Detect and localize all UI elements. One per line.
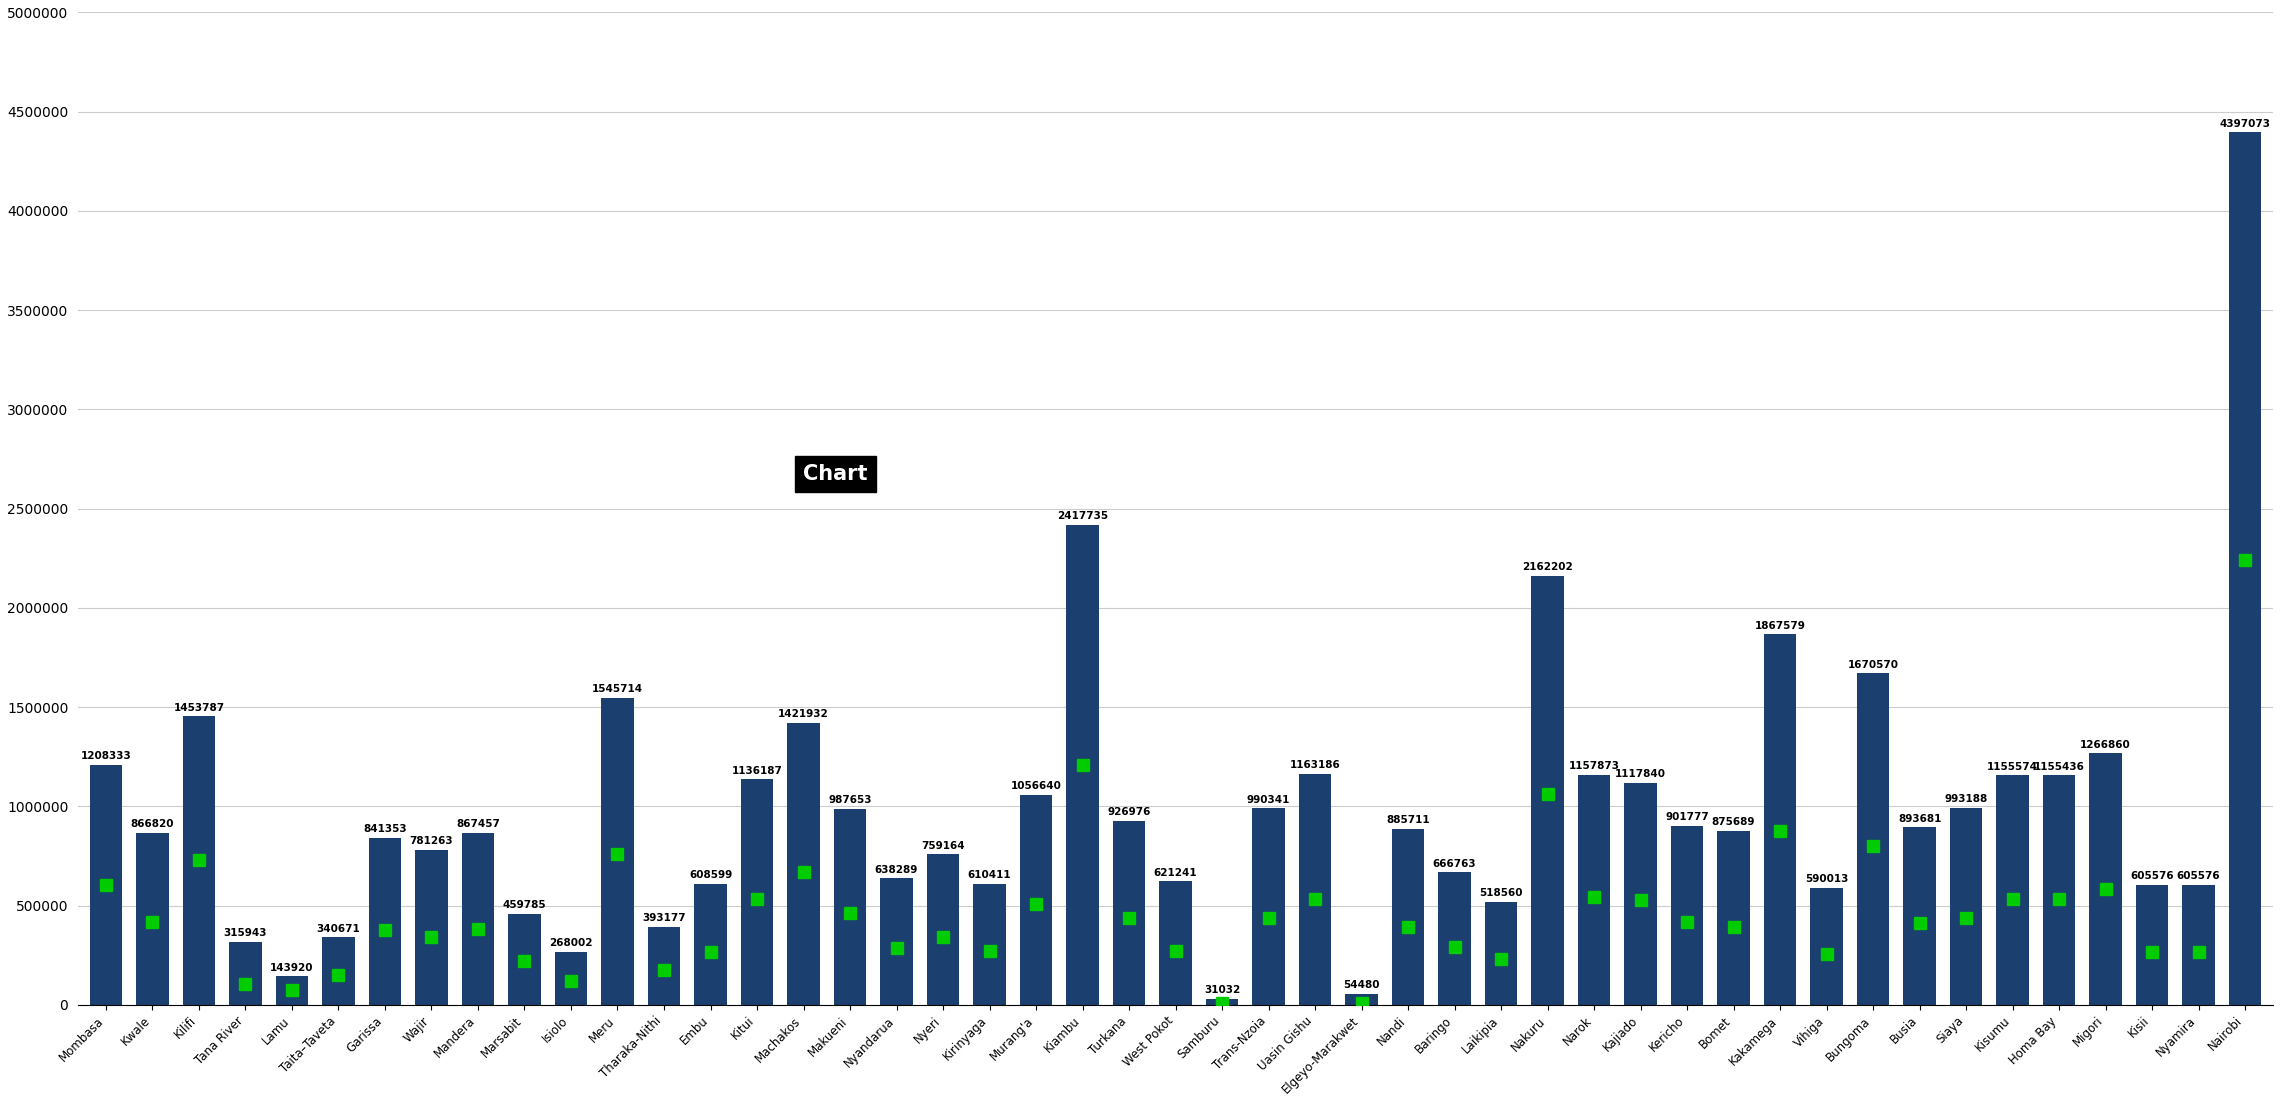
Text: 610411: 610411 [968, 870, 1011, 880]
Text: 1155574: 1155574 [1986, 762, 2039, 772]
Text: 866820: 866820 [130, 820, 174, 829]
Text: 605576: 605576 [2176, 871, 2221, 881]
Text: 1136187: 1136187 [731, 765, 783, 775]
Bar [1112, 821, 1146, 1005]
Text: 867457: 867457 [457, 820, 500, 829]
Bar [228, 942, 263, 1005]
Bar [694, 884, 726, 1005]
Text: 1867579: 1867579 [1756, 621, 1806, 631]
Bar [2043, 775, 2075, 1005]
Text: Chart: Chart [804, 464, 868, 484]
Bar [89, 765, 123, 1005]
Bar [322, 938, 354, 1005]
Bar [600, 698, 635, 1005]
Text: 638289: 638289 [874, 865, 918, 875]
Bar [1205, 998, 1237, 1005]
Bar [927, 854, 959, 1005]
Bar [1484, 902, 1518, 1005]
Text: 340671: 340671 [317, 923, 361, 933]
Bar [1765, 634, 1797, 1005]
Bar [2228, 132, 2262, 1005]
Text: 590013: 590013 [1806, 874, 1849, 885]
Text: 993188: 993188 [1945, 794, 1988, 804]
Text: 666763: 666763 [1434, 859, 1477, 869]
Text: 1056640: 1056640 [1011, 782, 1062, 792]
Bar [183, 716, 215, 1005]
Text: 2162202: 2162202 [1523, 563, 1573, 572]
Bar [1021, 795, 1052, 1005]
Text: 926976: 926976 [1107, 807, 1151, 817]
Bar [1532, 576, 1564, 1005]
Text: 1453787: 1453787 [174, 703, 224, 713]
Text: 608599: 608599 [689, 870, 733, 880]
Text: 1163186: 1163186 [1290, 760, 1340, 770]
Text: 143920: 143920 [269, 963, 313, 973]
Text: 518560: 518560 [1479, 888, 1523, 898]
Text: 987653: 987653 [829, 795, 872, 805]
Text: 1266860: 1266860 [2080, 740, 2130, 750]
Bar [1578, 775, 1610, 1005]
Bar [1717, 831, 1749, 1005]
Text: 2417735: 2417735 [1057, 512, 1107, 522]
Bar [1393, 829, 1425, 1005]
Bar [1810, 888, 1842, 1005]
Bar [276, 976, 308, 1005]
Bar [416, 849, 447, 1005]
Bar [1856, 673, 1890, 1005]
Text: 621241: 621241 [1153, 868, 1196, 878]
Bar [973, 884, 1007, 1005]
Bar [1066, 525, 1098, 1005]
Text: 841353: 841353 [363, 824, 406, 834]
Bar [2089, 753, 2121, 1005]
Bar [2183, 885, 2215, 1005]
Bar [555, 952, 587, 1005]
Bar [1623, 783, 1657, 1005]
Bar [2137, 885, 2169, 1005]
Text: 781263: 781263 [409, 836, 454, 846]
Text: 268002: 268002 [550, 938, 594, 947]
Text: 393177: 393177 [642, 913, 685, 923]
Text: 605576: 605576 [2130, 871, 2173, 881]
Text: 1421932: 1421932 [779, 709, 829, 719]
Bar [137, 833, 169, 1005]
Text: 1157873: 1157873 [1568, 761, 1619, 771]
Text: 54480: 54480 [1342, 981, 1379, 990]
Bar [368, 838, 402, 1005]
Text: 990341: 990341 [1247, 794, 1290, 804]
Text: 1155436: 1155436 [2034, 762, 2084, 772]
Text: 1208333: 1208333 [80, 751, 132, 761]
Bar [1438, 872, 1470, 1005]
Bar [1299, 774, 1331, 1005]
Bar [1671, 826, 1703, 1005]
Bar [881, 878, 913, 1005]
Bar [788, 722, 820, 1005]
Text: 893681: 893681 [1897, 814, 1941, 824]
Bar [509, 913, 541, 1005]
Text: 885711: 885711 [1386, 815, 1429, 825]
Bar [1253, 808, 1285, 1005]
Bar [740, 779, 774, 1005]
Text: 1117840: 1117840 [1614, 769, 1667, 780]
Text: 759164: 759164 [922, 840, 966, 850]
Text: 875689: 875689 [1712, 817, 1756, 827]
Bar [1345, 994, 1379, 1005]
Bar [833, 808, 865, 1005]
Text: 901777: 901777 [1664, 812, 1710, 822]
Text: 1670570: 1670570 [1847, 660, 1899, 670]
Text: 315943: 315943 [224, 929, 267, 939]
Text: 1545714: 1545714 [591, 685, 644, 695]
Bar [1950, 807, 1982, 1005]
Bar [648, 927, 680, 1005]
Text: 459785: 459785 [502, 900, 546, 910]
Text: 31032: 31032 [1203, 985, 1240, 995]
Bar [461, 833, 493, 1005]
Bar [1995, 775, 2030, 1005]
Text: 4397073: 4397073 [2219, 118, 2272, 129]
Bar [1160, 881, 1192, 1005]
Bar [1904, 827, 1936, 1005]
